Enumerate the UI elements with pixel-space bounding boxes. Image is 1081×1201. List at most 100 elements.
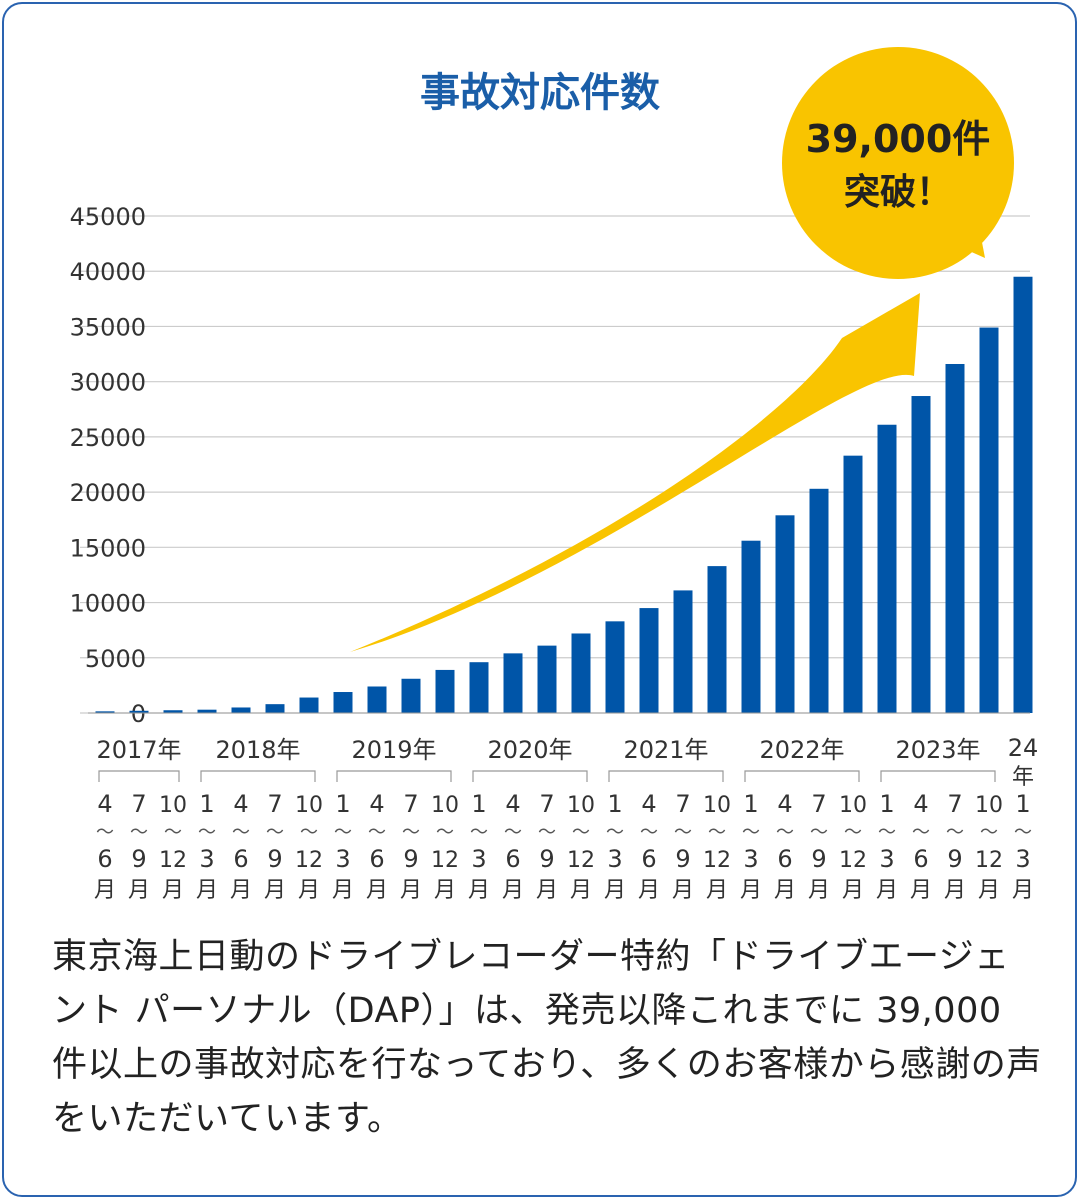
quarter-end-label: 3 [879, 845, 894, 873]
bar [571, 633, 591, 713]
bar [945, 363, 965, 713]
y-tick-label: 0 [131, 700, 146, 728]
quarter-end-label: 9 [947, 845, 962, 873]
quarter-end-label: 3 [471, 845, 486, 873]
month-label: 月 [128, 878, 150, 903]
callout-line2: 突破！ [844, 172, 952, 213]
year-label: 2023年 [895, 736, 980, 764]
year-label: 2018年 [215, 736, 300, 764]
quarter-tilde: 〜 [980, 822, 998, 843]
quarter-tilde: 〜 [742, 822, 760, 843]
quarter-end-label: 6 [233, 845, 248, 873]
quarter-end-label: 3 [199, 845, 214, 873]
quarter-start-label: 4 [505, 790, 520, 818]
month-label: 月 [536, 878, 558, 903]
bar [843, 455, 863, 713]
month-label: 月 [706, 878, 728, 903]
bar [265, 704, 285, 713]
month-label: 月 [332, 878, 354, 903]
bar [401, 678, 421, 713]
month-label: 月 [196, 878, 218, 903]
quarter-tilde: 〜 [198, 822, 216, 843]
month-label: 月 [604, 878, 626, 903]
quarter-tilde: 〜 [470, 822, 488, 843]
month-label: 月 [774, 878, 796, 903]
quarter-end-label: 6 [641, 845, 656, 873]
year-bracket [608, 770, 724, 782]
quarter-tilde: 〜 [572, 822, 590, 843]
y-tick-label: 45000 [70, 203, 146, 231]
month-label: 月 [876, 878, 898, 903]
year-bracket [744, 770, 860, 782]
quarter-tilde: 〜 [640, 822, 658, 843]
quarter-end-label: 12 [295, 848, 323, 873]
quarter-end-label: 6 [505, 845, 520, 873]
year-bracket [98, 770, 180, 782]
quarter-tilde: 〜 [776, 822, 794, 843]
bar [163, 710, 183, 713]
month-label: 月 [434, 878, 456, 903]
month-label: 月 [162, 878, 184, 903]
quarter-tilde: 〜 [164, 822, 182, 843]
quarter-end-label: 6 [913, 845, 928, 873]
quarter-start-label: 7 [947, 790, 962, 818]
quarter-end-label: 12 [975, 848, 1003, 873]
year-bracket [200, 770, 316, 782]
month-label: 月 [230, 878, 252, 903]
x-axis-labels: 2017年 2018年 2019年 2020年 2021年 2022年 2023年 24 年 4 〜… [94, 734, 1038, 903]
y-tick-label: 25000 [70, 424, 146, 452]
quarter-tilde: 〜 [708, 822, 726, 843]
quarter-start-label: 4 [641, 790, 656, 818]
quarter-tilde: 〜 [844, 822, 862, 843]
year-label: 24 [1008, 734, 1039, 762]
description-text: 東京海上日動のドライブレコーダー特約「ドライブエージェント パーソナル（DAP）… [52, 937, 1042, 1139]
month-label: 月 [264, 878, 286, 903]
y-tick-label: 40000 [70, 258, 146, 286]
quarter-tilde: 〜 [538, 822, 556, 843]
quarter-tilde: 〜 [266, 822, 284, 843]
quarter-start-label: 4 [97, 790, 112, 818]
bar [537, 645, 557, 713]
quarter-start-label: 4 [913, 790, 928, 818]
quarter-tilde: 〜 [130, 822, 148, 843]
quarter-end-label: 12 [567, 848, 595, 873]
bar [503, 653, 523, 713]
quarter-end-label: 12 [839, 848, 867, 873]
month-label: 月 [1012, 878, 1034, 903]
callout-circle [782, 47, 1014, 279]
quarter-end-label: 3 [335, 845, 350, 873]
bar-chart: 事故対応件数 0 5000 10000 15000 20000 25000 30000 350… [70, 47, 1038, 903]
bar [367, 686, 387, 713]
y-tick-label: 10000 [70, 590, 146, 618]
quarter-end-label: 12 [159, 848, 187, 873]
bar [1013, 276, 1033, 713]
quarter-tilde: 〜 [946, 822, 964, 843]
growth-arrow-shape [350, 293, 920, 652]
quarter-start-label: 7 [539, 790, 554, 818]
month-label: 月 [910, 878, 932, 903]
quarter-tilde: 〜 [606, 822, 624, 843]
quarter-tilde: 〜 [232, 822, 250, 843]
quarter-end-label: 6 [777, 845, 792, 873]
quarter-start-label: 7 [675, 790, 690, 818]
quarter-tilde: 〜 [368, 822, 386, 843]
month-label: 月 [740, 878, 762, 903]
month-label: 月 [570, 878, 592, 903]
quarter-end-label: 6 [369, 845, 384, 873]
bar [809, 488, 829, 713]
y-tick-label: 15000 [70, 534, 146, 562]
bars [88, 276, 1033, 714]
quarter-end-label: 9 [675, 845, 690, 873]
callout-line1: 39,000件 [806, 117, 991, 161]
bar [877, 424, 897, 713]
quarter-start-label: 10 [975, 793, 1003, 818]
year-label: 2021年 [623, 736, 708, 764]
year-bracket [336, 770, 452, 782]
quarter-start-label: 1 [879, 790, 894, 818]
bar [435, 669, 455, 713]
month-label: 月 [638, 878, 660, 903]
bar [299, 697, 319, 713]
bar [741, 540, 761, 713]
quarter-start-label: 1 [607, 790, 622, 818]
quarter-start-label: 7 [403, 790, 418, 818]
